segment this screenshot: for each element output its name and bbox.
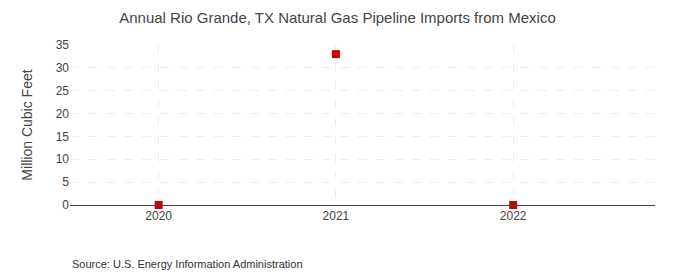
svg-text:0: 0 (62, 198, 69, 212)
svg-text:2020: 2020 (145, 209, 172, 223)
svg-text:2021: 2021 (323, 209, 350, 223)
svg-text:Source: U.S. Energy Informatio: Source: U.S. Energy Information Administ… (72, 258, 303, 270)
svg-text:15: 15 (56, 130, 70, 144)
svg-text:Annual Rio Grande, TX Natural: Annual Rio Grande, TX Natural Gas Pipeli… (119, 9, 556, 26)
svg-text:20: 20 (56, 107, 70, 121)
svg-text:2022: 2022 (500, 209, 527, 223)
svg-text:35: 35 (56, 38, 70, 52)
svg-text:30: 30 (56, 61, 70, 75)
svg-text:10: 10 (56, 152, 70, 166)
svg-text:Million Cubic Feet: Million Cubic Feet (19, 69, 35, 180)
svg-text:5: 5 (62, 175, 69, 189)
svg-text:25: 25 (56, 84, 70, 98)
